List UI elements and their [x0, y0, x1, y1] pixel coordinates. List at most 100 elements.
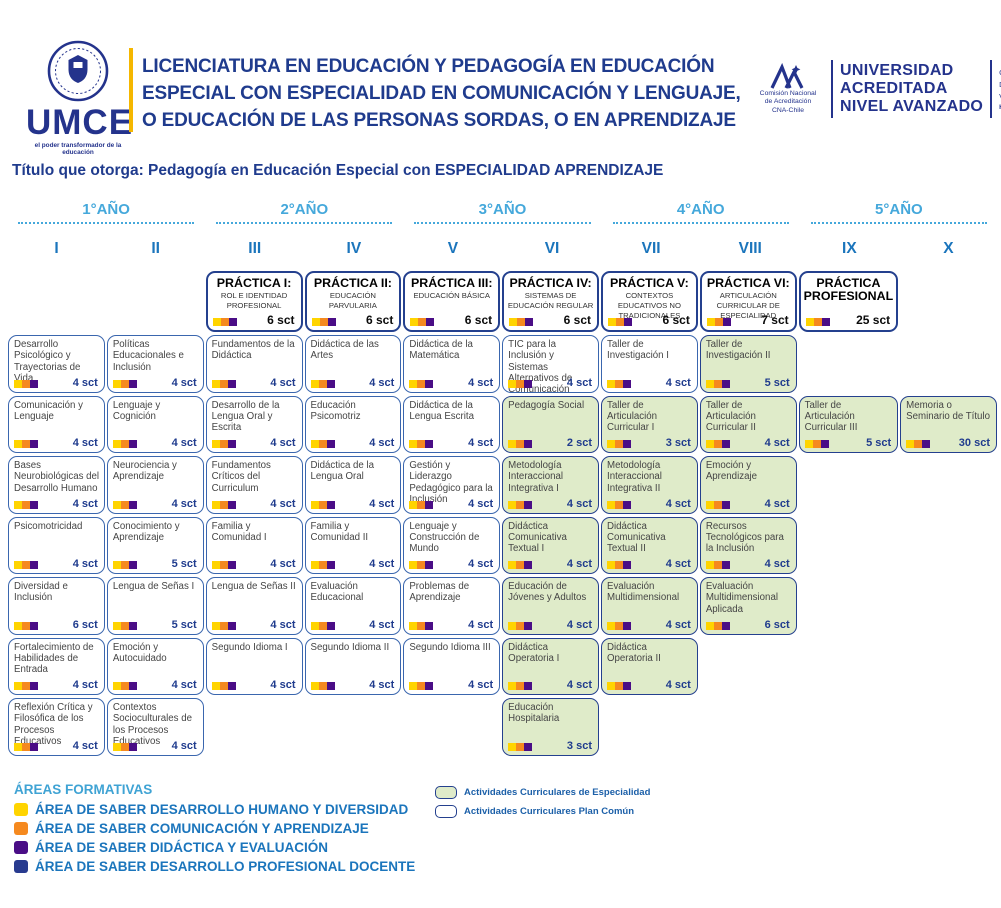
area-chip-icon — [120, 500, 129, 509]
area-chips — [508, 379, 533, 388]
area-chips — [705, 561, 730, 569]
area-chip-icon — [30, 621, 38, 630]
area-chip-icon — [721, 561, 730, 569]
area-chip-icon — [524, 379, 533, 388]
practica-credits: 6 sct — [563, 313, 591, 327]
area-chip-icon — [508, 621, 517, 630]
course-name: Memoria o Seminario de Título — [906, 399, 990, 422]
area-legend-item: ÁREA DE SABER DESARROLLO HUMANO Y DIVERS… — [14, 802, 415, 817]
area-chips — [409, 379, 434, 388]
cna-mark-icon — [770, 62, 804, 89]
course-card: Educación Hospitalaria 3 sct — [502, 698, 599, 756]
area-chips — [112, 742, 137, 751]
course-card: Desarrollo de la Lengua Oral y Escrita 4 … — [205, 395, 303, 453]
area-chip-icon — [112, 621, 121, 630]
areas-legend: ÁREAS FORMATIVAS ÁREA DE SABER DESARROLL… — [14, 782, 415, 878]
course-credits: 4 sct — [468, 558, 494, 570]
area-chip-icon — [30, 742, 38, 751]
area-chip-icon — [319, 318, 328, 326]
course-card: Evaluación Multidimensional Aplicada 6 sc… — [699, 577, 797, 635]
practica-card: PRÁCTICA V: CONTEXTOS EDUCATIVOS NO TRADI… — [601, 271, 698, 332]
year-label: 5°AÑO — [875, 201, 923, 218]
area-chip-icon — [516, 440, 525, 448]
course-credits: 4 sct — [369, 679, 395, 691]
area-chip-icon — [112, 440, 121, 448]
area-chip-icon — [326, 500, 335, 509]
area-chip-icon — [615, 440, 623, 448]
area-chip-icon — [508, 440, 517, 448]
area-chip-icon — [219, 440, 228, 448]
area-chip-icon — [227, 561, 236, 569]
area-chip-icon — [812, 440, 821, 448]
course-name: Reflexión Crítica y Filosófica de los Pr… — [14, 702, 93, 747]
course-card: Didáctica de la Lengua Escrita 4 sct — [403, 395, 501, 453]
area-chips — [310, 379, 335, 388]
year-label: 1°AÑO — [82, 201, 130, 218]
area-chip-icon — [509, 318, 518, 326]
area-chip-icon — [227, 440, 236, 448]
accreditation-divider — [990, 60, 993, 118]
course-name: Conocimiento y Aprendizaje — [112, 520, 180, 543]
area-chips — [409, 500, 434, 509]
area-chip-icon — [327, 318, 336, 326]
course-card: Taller de Articulación Curricular II 4 sc… — [699, 395, 797, 453]
area-chip-icon — [318, 561, 327, 569]
course-card: Fortalecimiento de Habilidades de Entrad… — [8, 637, 105, 695]
semester-label: VIII — [738, 240, 762, 257]
area-chip-icon — [112, 561, 121, 569]
area-chip-icon — [524, 561, 533, 569]
area-chip-icon — [623, 621, 631, 630]
course-name: Diversidad e Inclusión — [14, 581, 68, 604]
accreditation-detail-1: Gestión institucional — [999, 67, 1001, 79]
course-name: Didáctica Comunicativa Textual II — [607, 520, 666, 555]
course-credits: 4 sct — [369, 618, 395, 631]
area-chip-icon — [516, 621, 525, 630]
area-chip-icon — [128, 682, 137, 690]
course-credits: 4 sct — [72, 739, 98, 752]
area-color-swatch-icon — [14, 860, 28, 873]
course-name: Lengua de Señas I — [112, 581, 195, 592]
header-accent-bar — [129, 48, 133, 132]
practica-card: PRÁCTICA I: ROL E IDENTIDAD PROFESIONAL 6 … — [205, 271, 303, 332]
semesters-header-row: I II III IV V VI VII VIII IX X — [8, 240, 997, 258]
course-name: Neurociencia y Aprendizaje — [112, 460, 177, 483]
accreditation-detail-3: Vinculación con el medio — [999, 91, 1001, 103]
area-chip-icon — [22, 742, 30, 751]
area-chips — [14, 621, 38, 630]
course-card: Memoria o Seminario de Título 30 sct — [900, 395, 997, 453]
area-chip-icon — [425, 379, 434, 388]
year-label: 2°AÑO — [280, 201, 329, 218]
area-chip-icon — [417, 561, 426, 569]
course-credits: 5 sct — [171, 558, 197, 570]
area-chip-icon — [128, 379, 137, 388]
course-card: Pedagogía Social 2 sct — [502, 395, 599, 453]
year-label: 3°AÑO — [478, 201, 527, 218]
course-credits: 4 sct — [665, 558, 691, 570]
accreditation-banner: UNIVERSIDAD ACREDITADA NIVEL AVANZADO — [840, 62, 983, 116]
area-chips — [310, 440, 335, 448]
area-chip-icon — [524, 621, 533, 630]
area-chip-icon — [705, 500, 714, 509]
semester-label: X — [943, 240, 954, 257]
course-credits: 4 sct — [764, 437, 790, 449]
course-card: Educación Psicomotriz 4 sct — [304, 395, 402, 453]
area-chip-icon — [318, 682, 327, 690]
area-chips — [310, 500, 335, 509]
program-title: LICENCIATURA EN EDUCACIÓN Y PEDAGOGÍA EN… — [142, 53, 757, 134]
area-chip-icon — [425, 500, 434, 509]
course-name: Comunicación y Lenguaje — [14, 399, 83, 422]
course-card: Problemas de Aprendizaje 4 sct — [403, 577, 501, 635]
area-chip-icon — [722, 318, 731, 326]
course-card: Didáctica Comunicativa Textual I 4 sct — [502, 516, 599, 574]
area-chip-icon — [219, 621, 228, 630]
course-card: Gestión y Liderazgo Pedagógico para la I… — [403, 456, 501, 514]
course-name: Didáctica de la Lengua Oral — [310, 460, 375, 483]
year-dotted-divider — [216, 221, 393, 224]
practica-subtitle: SISTEMAS DE EDUCACIÓN REGULAR — [507, 291, 594, 311]
banner-line-1: UNIVERSIDAD — [840, 62, 954, 80]
course-credits: 4 sct — [764, 497, 790, 510]
area-chip-icon — [30, 379, 38, 388]
area-chips — [705, 500, 730, 509]
